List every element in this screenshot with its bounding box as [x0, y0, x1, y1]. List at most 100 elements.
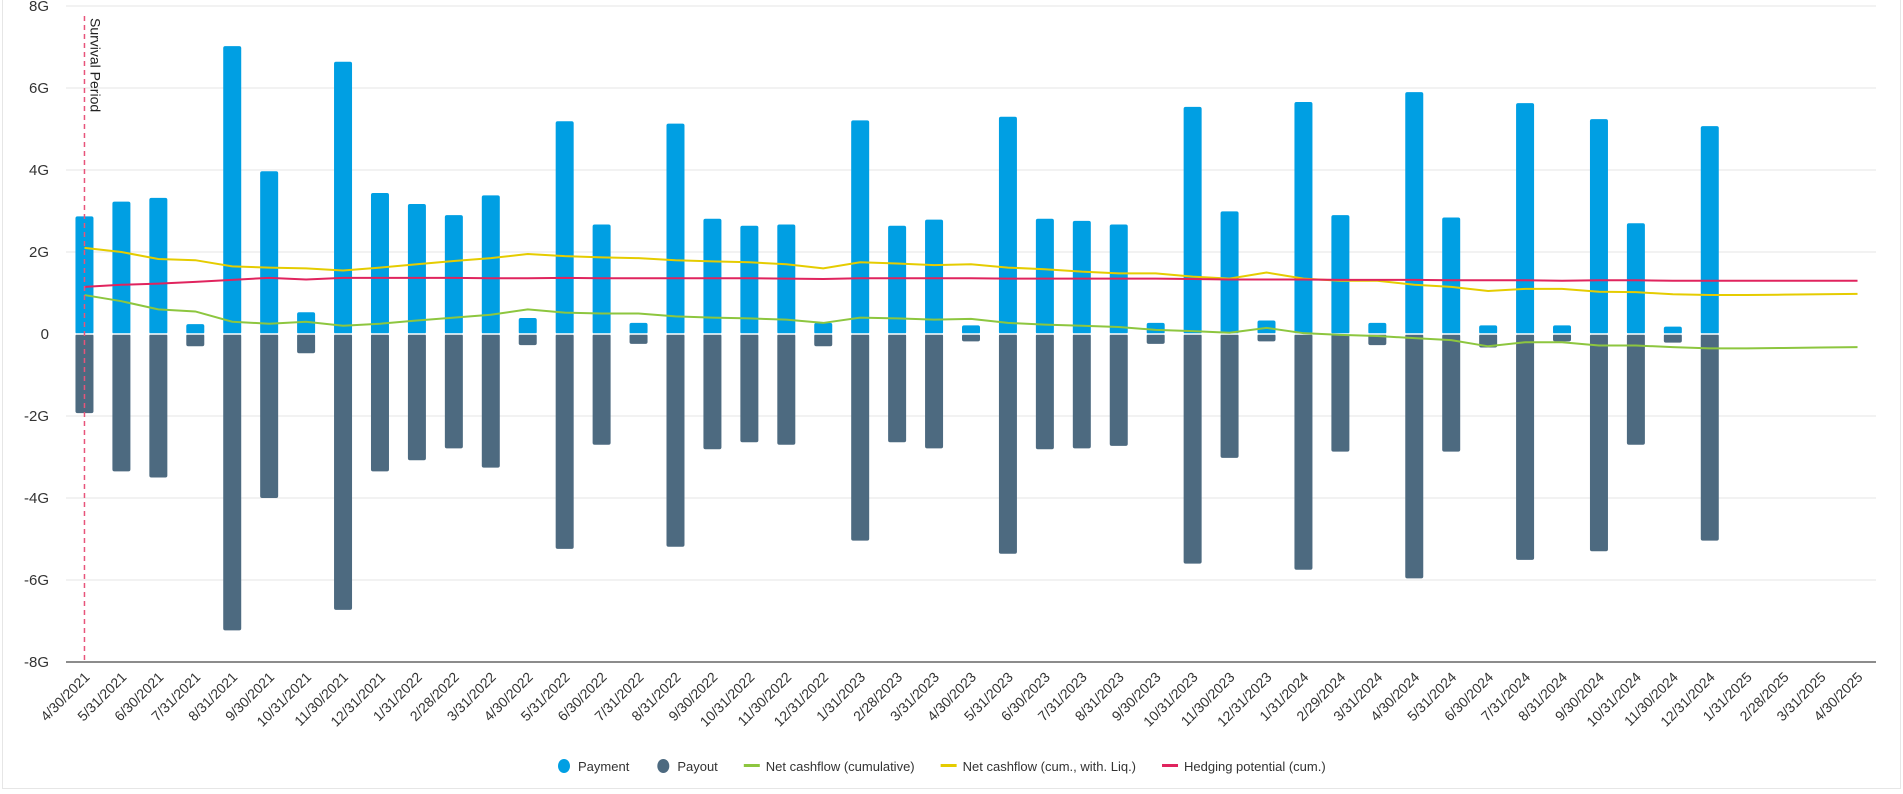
bar-payout	[1294, 334, 1313, 570]
bar-payout	[666, 334, 685, 547]
bar-payout	[1700, 334, 1719, 541]
bar-payout	[260, 334, 279, 498]
bar-payment	[1553, 325, 1572, 334]
legend-item: Net cashflow (cumulative)	[766, 759, 915, 774]
bar-payout	[703, 334, 722, 450]
bar-payout	[1183, 334, 1202, 564]
bar-payout	[481, 334, 500, 468]
legend-item: Payout	[677, 759, 718, 774]
bar-payment	[444, 215, 463, 334]
legend: Payment Payout Net cashflow (cumulative) Ne…	[558, 759, 1326, 774]
bar-payment	[1220, 211, 1239, 334]
bar-payout	[925, 334, 944, 449]
bar-payment	[814, 322, 833, 334]
bar-payout	[1220, 334, 1239, 458]
bar-payment	[1626, 223, 1645, 334]
bar-payment	[592, 224, 611, 334]
bar-payment	[1294, 101, 1313, 334]
y-tick-label: 4G	[29, 162, 49, 179]
bar-payment	[1589, 119, 1608, 334]
bar-payment	[260, 171, 279, 334]
line-series	[84, 276, 1858, 288]
bar-payment	[75, 216, 94, 334]
bar-payout	[1516, 334, 1535, 560]
bar-payout	[1442, 334, 1461, 452]
legend-item: Payment	[578, 759, 630, 774]
bar-payout	[888, 334, 907, 443]
bar-payout	[1072, 334, 1091, 449]
legend-marker-line	[940, 764, 957, 767]
bar-payout	[370, 334, 389, 472]
bar-payment	[1146, 322, 1165, 334]
bar-payout	[1109, 334, 1128, 446]
cashflow-chart: 8G 6G 4G 2G 0 -2G -4G -6G -8G Survival Period 4/…	[24, 0, 1876, 774]
line-series	[84, 246, 1858, 297]
bar-payment	[925, 219, 944, 334]
bar-payment	[1072, 220, 1091, 334]
bar-payment	[1183, 106, 1202, 334]
bar-payout	[777, 334, 796, 445]
bar-payout	[149, 334, 168, 478]
bar-payout	[297, 334, 316, 354]
bar-payout	[334, 334, 353, 610]
legend-item: Hedging potential (cum.)	[1184, 759, 1326, 774]
y-tick-label: 8G	[29, 0, 49, 15]
bar-payment	[629, 322, 648, 334]
bar-payment	[297, 312, 316, 334]
bar-payout	[75, 334, 94, 414]
bars	[66, 46, 1876, 631]
legend-marker-dot	[657, 759, 670, 773]
bar-payment	[186, 324, 205, 334]
bar-payout	[518, 334, 537, 346]
bar-payment	[851, 120, 870, 334]
survival-period-label: Survival Period	[87, 18, 103, 112]
y-tick-label: -4G	[24, 490, 49, 507]
bar-payment	[1035, 218, 1054, 334]
bar-payment	[740, 225, 759, 334]
bar-payout	[1626, 334, 1645, 445]
bar-payment	[703, 218, 722, 334]
y-tick-label: -8G	[24, 654, 49, 671]
bar-payout	[1035, 334, 1054, 450]
legend-item: Net cashflow (cum., with. Liq.)	[963, 759, 1136, 774]
bar-payment	[1479, 325, 1498, 334]
bar-payment	[407, 204, 426, 334]
bar-payout	[1663, 334, 1682, 343]
x-axis: 4/30/20215/31/20216/30/20217/31/20218/31…	[37, 661, 1876, 730]
y-tick-label: -2G	[24, 408, 49, 425]
bar-payout	[407, 334, 426, 461]
bar-payout	[962, 334, 980, 342]
bar-payment	[962, 325, 980, 334]
bar-payment	[998, 116, 1017, 334]
bar-payment	[481, 195, 500, 334]
survival-period-annotation: Survival Period	[83, 16, 103, 662]
bar-payment	[112, 201, 131, 334]
y-tick-label: 0	[41, 326, 49, 343]
bar-payment	[666, 123, 685, 334]
bar-payout	[112, 334, 131, 472]
lines	[84, 246, 1858, 350]
bar-payment	[1331, 215, 1350, 334]
y-tick-label: 6G	[29, 80, 49, 97]
bar-payment	[334, 61, 353, 334]
bar-payout	[998, 334, 1017, 554]
bar-payout	[1331, 334, 1350, 452]
y-axis-ticks: 8G 6G 4G 2G 0 -2G -4G -6G -8G	[24, 0, 49, 671]
bar-payment	[555, 121, 574, 335]
bar-payment	[888, 225, 907, 334]
bar-payout	[1553, 334, 1572, 342]
bar-payout	[1589, 334, 1608, 552]
bar-payment	[1516, 103, 1535, 334]
legend-marker-line	[1162, 764, 1179, 767]
y-tick-label: -6G	[24, 572, 49, 589]
bar-payment	[1700, 126, 1719, 334]
bar-payout	[814, 334, 833, 347]
bar-payout	[1405, 334, 1424, 579]
bar-payout	[223, 334, 242, 631]
y-tick-label: 2G	[29, 244, 49, 261]
bar-payout	[444, 334, 463, 449]
bar-payout	[1479, 334, 1498, 348]
bar-payment	[518, 318, 537, 334]
bar-payout	[1146, 334, 1165, 344]
